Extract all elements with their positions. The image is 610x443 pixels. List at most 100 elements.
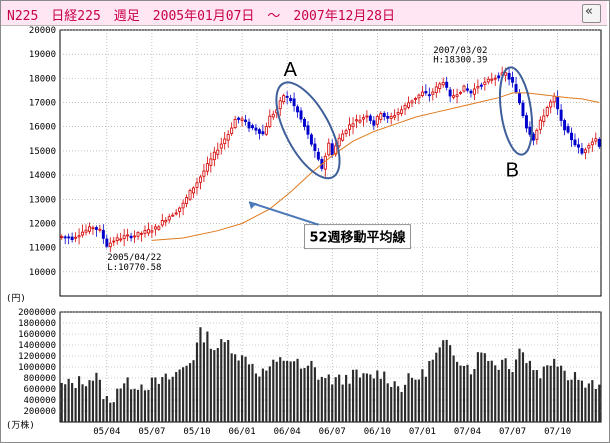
candle-body — [219, 143, 223, 149]
candle-body — [361, 117, 365, 120]
ma-callout-arrow — [248, 201, 319, 226]
price-tick-label: 17000 — [29, 99, 56, 109]
candle-body — [514, 84, 518, 93]
volume-bar — [171, 376, 174, 422]
volume-bar — [327, 374, 330, 422]
candle-body — [417, 94, 421, 99]
circle-b-label: B — [506, 159, 519, 181]
candle-body — [195, 182, 199, 188]
candle-body — [84, 229, 88, 233]
title-bar: N225 日経225 週足 2005年01月07日 ～ 2007年12月28日 … — [1, 1, 607, 26]
volume-bar — [431, 359, 434, 422]
candle-body — [445, 81, 449, 88]
chart-title: N225 日経225 週足 2005年01月07日 ～ 2007年12月28日 — [7, 9, 396, 24]
volume-bar — [60, 382, 63, 422]
candle-body — [271, 113, 275, 118]
low-value-label: L:10770.58 — [107, 263, 161, 273]
volume-bar — [98, 379, 101, 422]
volume-tick-label: 2000000 — [18, 308, 56, 318]
volume-bar — [438, 347, 441, 422]
volume-bar — [188, 363, 192, 422]
volume-bar — [84, 386, 88, 422]
candle-body — [504, 72, 508, 76]
volume-bar — [563, 370, 566, 422]
candle-body — [455, 94, 459, 97]
candle-body — [133, 235, 137, 238]
candle-body — [556, 97, 560, 110]
candle-body — [81, 231, 85, 236]
volume-tick-label: 1400000 — [18, 341, 56, 351]
volume-unit-label: (万株) — [6, 419, 35, 431]
candle-body — [472, 88, 476, 95]
volume-bar — [497, 369, 500, 422]
candle-body — [441, 81, 445, 86]
volume-bar — [556, 366, 559, 422]
candle-body — [396, 112, 400, 115]
candle-body — [382, 112, 386, 117]
candle-body — [292, 98, 296, 107]
candle-body — [434, 86, 438, 94]
candle-body — [143, 230, 147, 234]
volume-bar — [265, 370, 268, 422]
price-unit-label: (円) — [6, 293, 26, 304]
volume-bar — [376, 370, 379, 422]
candle-body — [521, 102, 525, 117]
candle-body — [583, 149, 587, 154]
volume-bar — [299, 368, 303, 422]
volume-bar — [521, 352, 525, 422]
volume-bar — [449, 345, 452, 422]
volume-bar — [462, 365, 466, 422]
candle-body — [303, 118, 306, 127]
volume-bar — [452, 355, 455, 422]
volume-bar — [116, 388, 119, 422]
volume-bar — [320, 376, 323, 422]
candle-body — [285, 95, 289, 98]
candle-body — [98, 228, 102, 231]
candle-body — [313, 143, 317, 151]
x-tick-label: 06/04 — [274, 427, 301, 437]
double-chevron-left-icon[interactable]: « — [582, 4, 601, 23]
volume-bar — [476, 352, 479, 422]
candle-body — [486, 78, 490, 83]
candle-body — [566, 126, 570, 133]
volume-bar — [223, 342, 226, 422]
volume-bar — [192, 360, 195, 422]
volume-bar — [573, 372, 577, 422]
volume-bar — [566, 380, 570, 422]
volume-bar — [442, 340, 445, 422]
candle-body — [192, 187, 195, 194]
volume-tick-label: 600000 — [23, 385, 56, 395]
volume-bar — [459, 365, 462, 422]
volume-bar — [313, 367, 316, 422]
volume-bar — [445, 339, 448, 422]
ma-callout-arrowhead — [249, 202, 258, 210]
volume-bar — [175, 372, 178, 422]
x-tick-label: 07/07 — [499, 427, 526, 437]
candle-body — [257, 129, 261, 134]
ma-callout-box — [304, 224, 411, 250]
candle-body — [205, 163, 209, 172]
candle-body — [476, 85, 480, 89]
price-tick-label: 14000 — [29, 171, 56, 181]
candle-body — [306, 125, 310, 135]
candle-body — [528, 126, 532, 135]
candle-body — [386, 115, 390, 119]
volume-bar — [182, 367, 185, 422]
volume-bar — [150, 377, 153, 422]
candle-body — [209, 158, 213, 166]
candle-body — [424, 91, 428, 94]
volume-bar — [393, 381, 396, 422]
volume-bar — [421, 369, 424, 422]
volume-bar — [365, 373, 368, 422]
volume-bar — [598, 384, 601, 422]
candle-body — [126, 234, 130, 237]
candle-body — [164, 219, 168, 223]
volume-bar — [216, 347, 219, 422]
candle-body — [216, 149, 220, 155]
volume-bar — [358, 377, 362, 422]
volume-bar — [504, 358, 507, 422]
volume-bar — [220, 339, 223, 422]
candle-body — [94, 227, 98, 230]
candle-body — [507, 72, 511, 80]
